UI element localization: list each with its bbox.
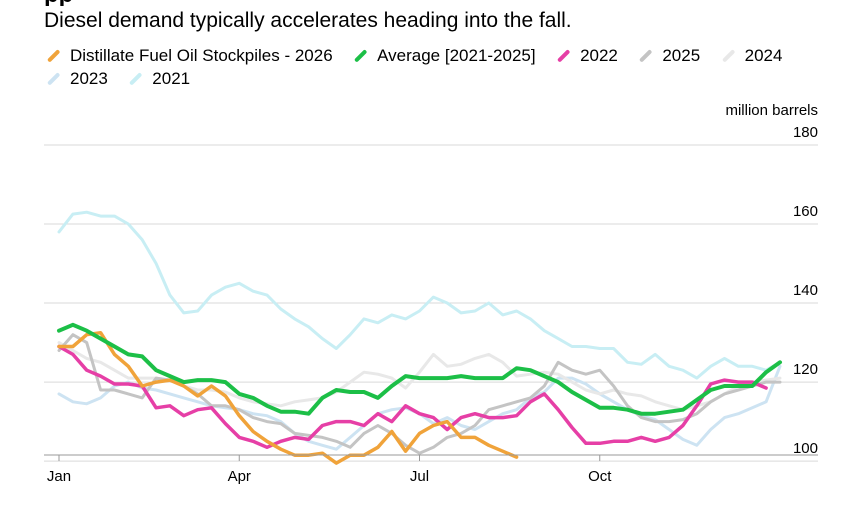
y-tick-label: 100 <box>793 440 818 457</box>
legend-item: 2025 <box>636 44 700 67</box>
y-tick-label: 180 <box>793 124 818 141</box>
chart-subtitle: Diesel demand typically accelerates head… <box>44 9 572 32</box>
y-axis-unit-label: million barrels <box>725 102 818 119</box>
legend-label: 2025 <box>662 45 701 65</box>
axes: 100 120 140 160 180 Jan Apr Jul Oct <box>44 124 818 485</box>
series-line-2021 <box>57 210 782 380</box>
legend-label: 2023 <box>70 68 108 88</box>
legend-item: 2021 <box>126 67 190 90</box>
legend-item: Average [2021-2025] <box>351 44 536 67</box>
y-tick-label: 160 <box>793 203 818 220</box>
series-line-distillate-fuel-oil-stockpiles-2026 <box>57 330 519 465</box>
series-line-average-2021-2025 <box>57 322 782 416</box>
y-tick-label: 120 <box>793 361 818 378</box>
headline-cut: pp <box>0 0 862 6</box>
legend-item: 2023 <box>44 67 108 90</box>
legend-label: 2022 <box>580 45 618 65</box>
headline-cut-text: pp <box>44 0 73 6</box>
chart-legend: Distillate Fuel Oil Stockpiles - 2026 Av… <box>44 44 824 90</box>
legend-item: Distillate Fuel Oil Stockpiles - 2026 <box>44 44 333 67</box>
legend-item: 2022 <box>554 44 618 67</box>
gridlines <box>44 144 818 462</box>
x-tick-label: Apr <box>228 468 251 485</box>
legend-item: 2024 <box>719 44 783 67</box>
y-tick-label: 140 <box>793 282 818 299</box>
legend-label: 2024 <box>744 45 783 65</box>
series-lines <box>57 210 782 465</box>
legend-label: Distillate Fuel Oil Stockpiles - 2026 <box>70 45 333 65</box>
legend-label: Average [2021-2025] <box>377 45 536 65</box>
x-tick-label: Oct <box>588 468 612 485</box>
x-tick-label: Jul <box>410 468 429 485</box>
legend-label: 2021 <box>152 68 191 88</box>
series-line-2022 <box>57 344 768 450</box>
x-tick-label: Jan <box>47 468 71 485</box>
